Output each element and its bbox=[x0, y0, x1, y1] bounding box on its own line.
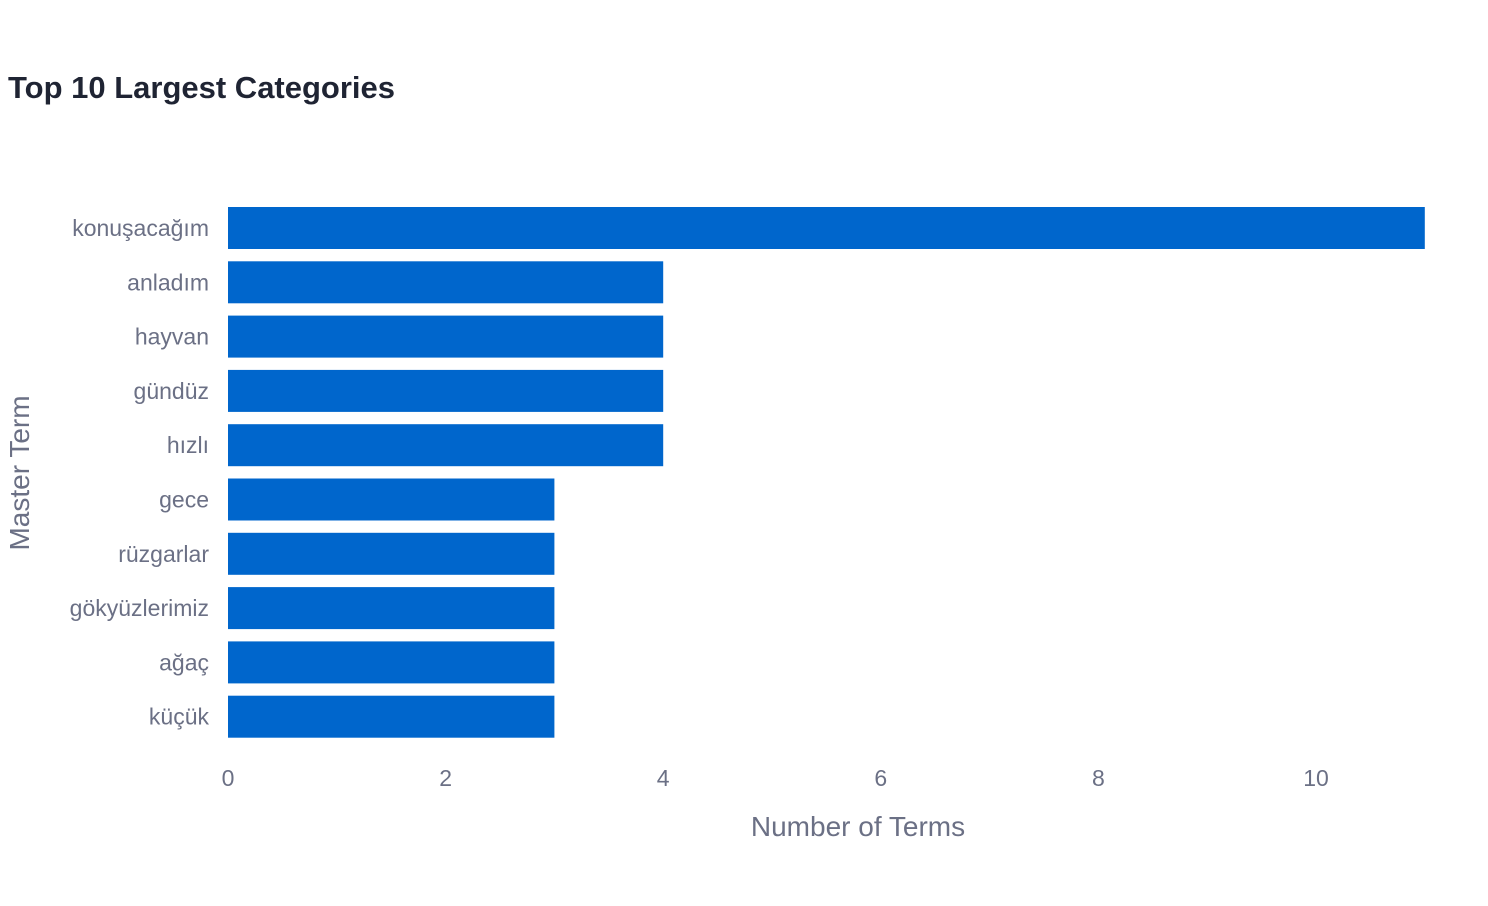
x-tick-label: 4 bbox=[657, 765, 670, 791]
x-tick-label: 0 bbox=[222, 765, 235, 791]
bar-0[interactable] bbox=[228, 207, 1425, 249]
bar-6[interactable] bbox=[228, 532, 555, 575]
bar-8[interactable] bbox=[228, 641, 555, 684]
x-tick-label: 10 bbox=[1303, 765, 1329, 791]
x-axis-title: Number of Terms bbox=[751, 811, 965, 842]
chart-title: Top 10 Largest Categories bbox=[8, 70, 396, 105]
category-labels: konuşacağım anladım hayvan gündüz hızlı gece r… bbox=[70, 215, 210, 730]
category-label: hızlı bbox=[167, 432, 209, 458]
category-label: gündüz bbox=[134, 378, 209, 404]
bar-4[interactable] bbox=[228, 424, 664, 467]
category-label: hayvan bbox=[135, 324, 209, 350]
y-axis-title: Master Term bbox=[4, 395, 35, 550]
category-label: gökyüzlerimiz bbox=[70, 595, 209, 621]
x-tick-label: 8 bbox=[1092, 765, 1105, 791]
category-label: rüzgarlar bbox=[118, 541, 209, 567]
bar-5[interactable] bbox=[228, 478, 555, 521]
x-tick-label: 6 bbox=[874, 765, 887, 791]
category-label: küçük bbox=[149, 704, 210, 730]
x-tick-label: 2 bbox=[439, 765, 452, 791]
category-label: ağaç bbox=[159, 649, 209, 675]
bar-7[interactable] bbox=[228, 587, 555, 630]
bar-2[interactable] bbox=[228, 315, 664, 358]
bars-group bbox=[228, 207, 1425, 738]
bar-9[interactable] bbox=[228, 695, 555, 738]
x-axis-ticks: 0 2 4 6 8 10 bbox=[222, 765, 1329, 791]
category-label: anladım bbox=[127, 269, 209, 295]
bar-3[interactable] bbox=[228, 369, 664, 412]
category-label: konuşacağım bbox=[72, 215, 209, 241]
bar-1[interactable] bbox=[228, 261, 664, 304]
category-label: gece bbox=[159, 487, 209, 513]
